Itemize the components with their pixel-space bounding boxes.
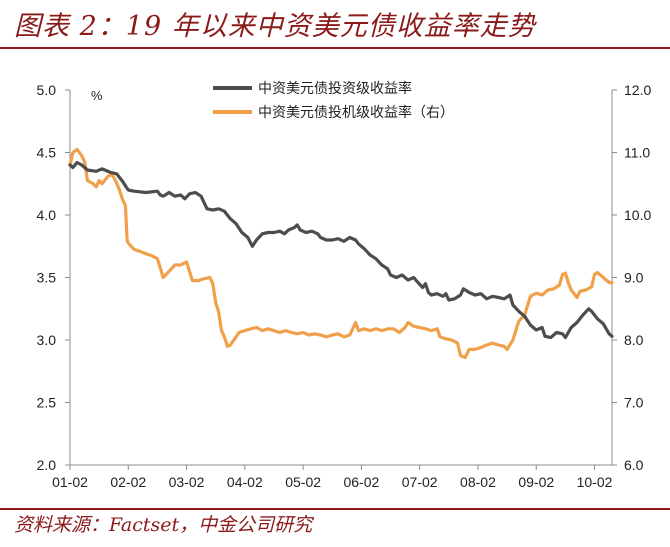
right-tick-label: 11.0 — [624, 145, 650, 161]
source-note: 资料来源：Factset，中金公司研究 — [14, 514, 313, 536]
left-tick-label: 4.5 — [37, 145, 57, 161]
x-tick-label: 03-02 — [169, 474, 205, 490]
x-tick-label: 08-02 — [460, 474, 496, 490]
legend-label: 中资美元债投资级收益率 — [258, 80, 412, 96]
chart-series — [68, 147, 614, 360]
x-tick-label: 02-02 — [110, 474, 146, 490]
x-tick-label: 04-02 — [227, 474, 263, 490]
x-tick-label: 06-02 — [343, 474, 379, 490]
right-tick-label: 9.0 — [624, 270, 644, 286]
left-tick-label: 3.0 — [37, 332, 57, 348]
x-tick-label: 05-02 — [285, 474, 321, 490]
x-tick-label: 01-02 — [52, 474, 88, 490]
x-tick-label: 07-02 — [402, 474, 438, 490]
series-line-high-yield — [68, 147, 614, 360]
right-tick-label: 7.0 — [624, 395, 644, 411]
title-divider — [0, 47, 670, 49]
chart-title: 图表 2：19 年以来中资美元债收益率走势 — [14, 11, 536, 42]
chart-axes: 5.0 4.5 4.0 3.5 3.0 2.5 2.0 12.0 11.0 10.0 9.0 8.0 7… — [37, 82, 652, 490]
left-tick-label: 3.5 — [37, 270, 57, 286]
x-tick-label: 10-02 — [577, 474, 613, 490]
series-line-investment-grade — [68, 160, 614, 340]
right-tick-label: 10.0 — [624, 207, 651, 223]
x-tick-label: 09-02 — [518, 474, 554, 490]
left-axis-unit: % — [91, 88, 103, 103]
left-tick-label: 4.0 — [37, 207, 57, 223]
legend-label: 中资美元债投机级收益率（右） — [258, 104, 454, 120]
right-tick-label: 8.0 — [624, 332, 644, 348]
right-tick-label: 12.0 — [624, 82, 651, 98]
right-tick-label: 6.0 — [624, 457, 644, 473]
left-tick-label: 5.0 — [37, 82, 57, 98]
left-tick-label: 2.5 — [37, 395, 57, 411]
left-tick-label: 2.0 — [37, 457, 57, 473]
source-divider — [0, 508, 670, 510]
line-chart: 5.0 4.5 4.0 3.5 3.0 2.5 2.0 12.0 11.0 10.0 9.0 8.0 7… — [37, 80, 652, 490]
